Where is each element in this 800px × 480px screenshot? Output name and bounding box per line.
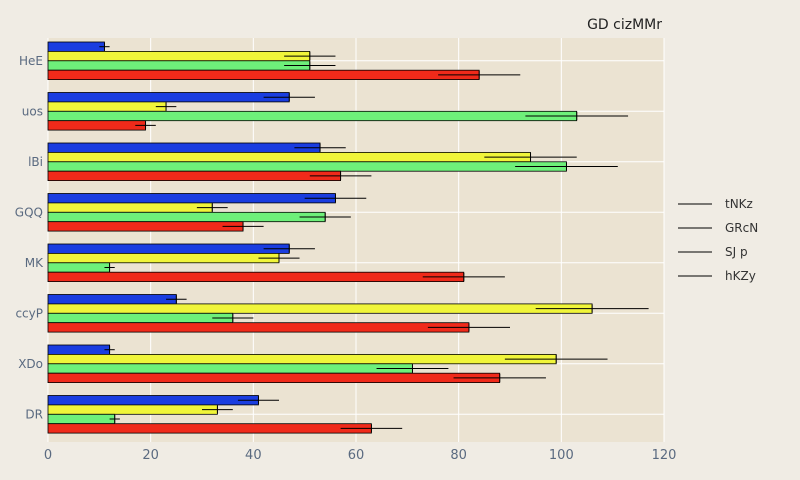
bar bbox=[47, 423, 372, 434]
bar bbox=[47, 60, 311, 71]
x-tick-label: 100 bbox=[549, 448, 574, 463]
bar bbox=[47, 353, 557, 365]
bar bbox=[47, 151, 531, 163]
y-tick-label: HeE bbox=[19, 54, 43, 68]
bar bbox=[47, 395, 259, 406]
bar bbox=[47, 51, 311, 62]
legend: tNKz GRcN SJ p hKZy bbox=[678, 197, 758, 283]
bar bbox=[47, 142, 321, 153]
bar bbox=[47, 344, 110, 355]
x-tick-label: 80 bbox=[450, 448, 467, 463]
bar bbox=[47, 404, 218, 415]
bar bbox=[47, 69, 480, 80]
bar bbox=[47, 110, 578, 122]
bar bbox=[47, 202, 213, 213]
legend-label: SJ p bbox=[725, 245, 748, 259]
bar bbox=[47, 312, 234, 324]
x-tick-label: 20 bbox=[142, 448, 159, 463]
bar bbox=[47, 170, 342, 181]
bar bbox=[47, 252, 280, 264]
bar bbox=[47, 193, 336, 204]
bar bbox=[47, 92, 290, 103]
bars bbox=[47, 41, 649, 434]
bar bbox=[47, 41, 105, 52]
y-axis-ticks: HeE uos lBi GQQ MK ccyP XDo DR bbox=[15, 54, 44, 421]
y-tick-label: lBi bbox=[28, 155, 43, 169]
bar bbox=[47, 322, 470, 333]
legend-label: tNKz bbox=[725, 197, 753, 211]
y-tick-label: XDo bbox=[18, 357, 43, 371]
x-tick-label: 60 bbox=[348, 448, 365, 463]
x-tick-label: 120 bbox=[652, 448, 677, 463]
bar bbox=[47, 363, 413, 374]
bar bbox=[47, 161, 567, 172]
x-tick-label: 0 bbox=[44, 448, 52, 463]
bar bbox=[47, 221, 244, 232]
chart-title: GD cizMMr bbox=[587, 17, 662, 33]
bar bbox=[47, 303, 593, 314]
y-tick-label: DR bbox=[25, 407, 43, 421]
x-axis-ticks: 0 20 40 60 80 100 120 bbox=[44, 448, 677, 463]
bar bbox=[47, 120, 146, 131]
bar bbox=[47, 211, 326, 223]
bar bbox=[47, 413, 116, 425]
bar bbox=[47, 262, 110, 273]
bar bbox=[47, 372, 501, 384]
legend-label: GRcN bbox=[725, 221, 758, 235]
legend-label: hKZy bbox=[725, 269, 756, 283]
y-tick-label: ccyP bbox=[15, 306, 43, 320]
y-tick-label: uos bbox=[22, 104, 43, 118]
x-tick-label: 40 bbox=[245, 448, 262, 463]
bar bbox=[47, 271, 465, 283]
bar bbox=[47, 243, 290, 254]
y-tick-label: MK bbox=[25, 256, 44, 270]
y-tick-label: GQQ bbox=[15, 205, 43, 219]
bar bbox=[47, 101, 167, 112]
bar bbox=[47, 294, 177, 305]
